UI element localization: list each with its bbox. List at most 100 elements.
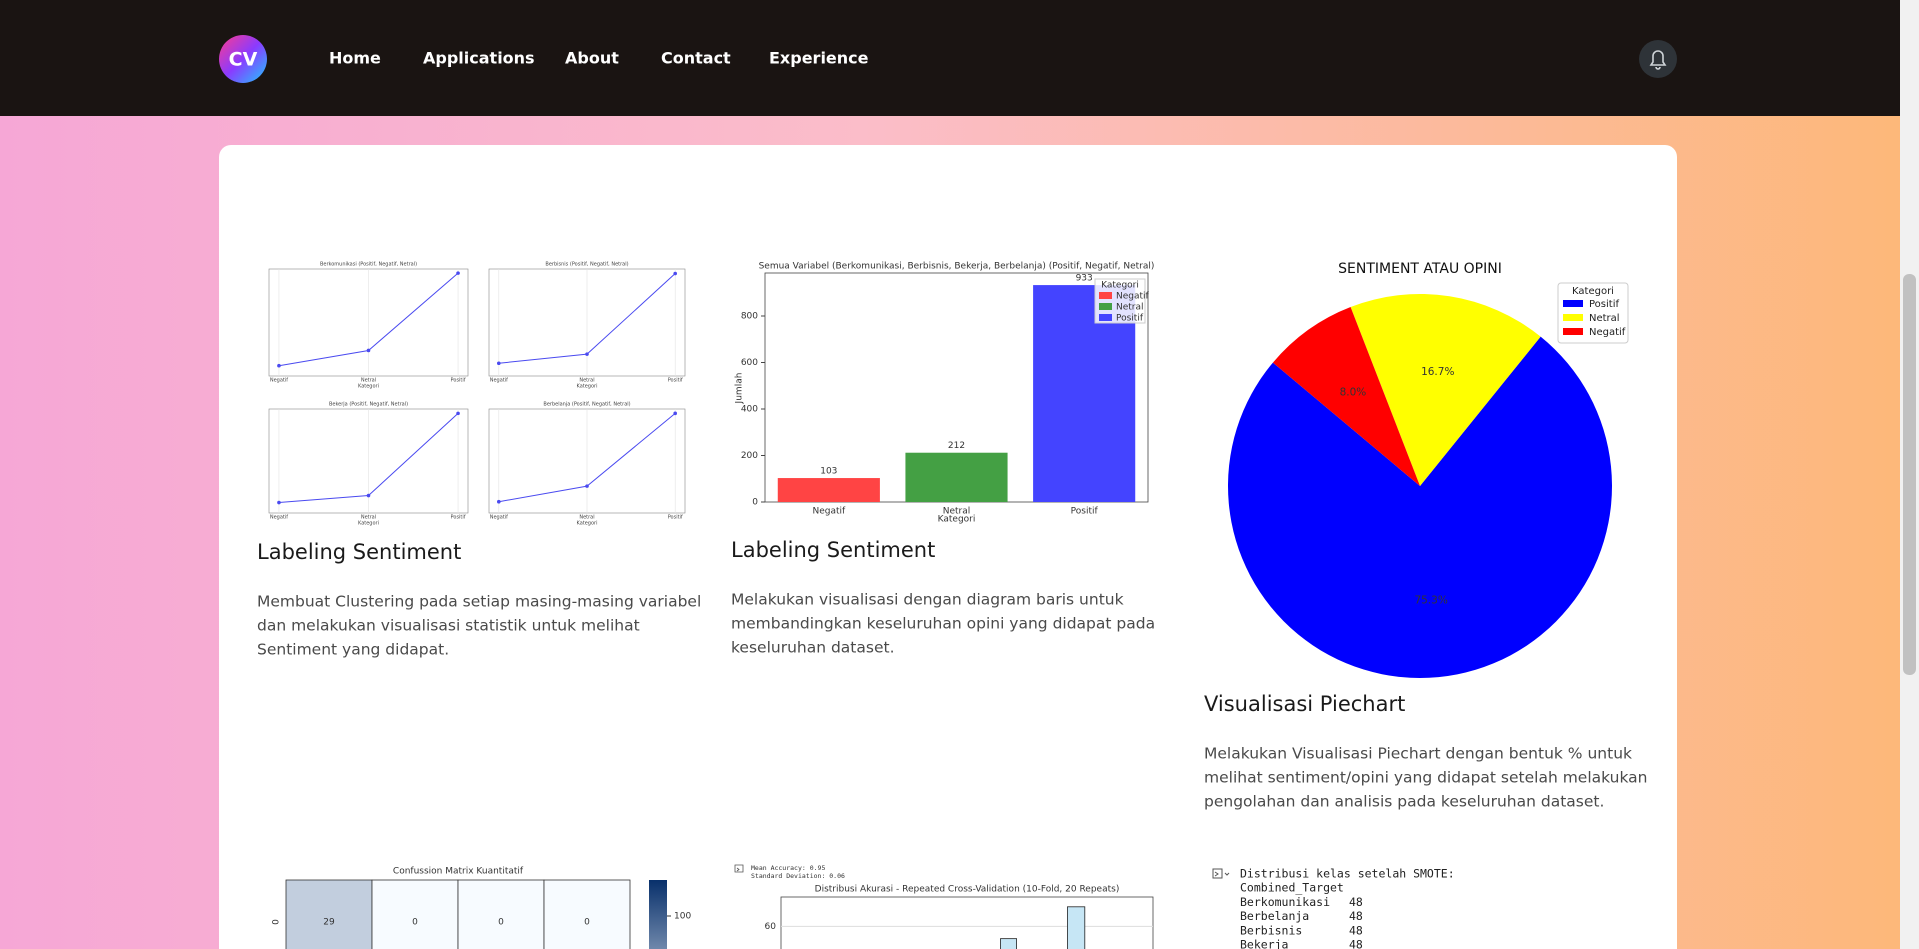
x-axis-label: Kategori bbox=[358, 384, 379, 390]
point bbox=[277, 363, 281, 368]
card-title: Labeling Sentiment bbox=[257, 540, 461, 564]
console-line: Combined_Target bbox=[1240, 881, 1344, 895]
card-description: pengolahan dan analisis pada keseluruhan… bbox=[1204, 793, 1604, 811]
nav-link[interactable]: Contact bbox=[661, 49, 731, 68]
legend-swatch bbox=[1099, 292, 1112, 299]
histogram-bar bbox=[1067, 906, 1086, 949]
point bbox=[456, 271, 460, 275]
x-tick-label: Positif bbox=[668, 515, 683, 521]
cell-label: 0 bbox=[498, 918, 504, 928]
legend-label: Negatif bbox=[1116, 292, 1150, 302]
x-tick-label: Negatif bbox=[270, 378, 288, 384]
point bbox=[585, 484, 589, 488]
legend-label: Netral bbox=[1116, 303, 1144, 313]
panel-title: Berkomunikasi (Positif, Negatif, Netral) bbox=[320, 262, 417, 268]
output-note: Mean Accuracy: 0.95 bbox=[751, 864, 825, 872]
value-label: 103 bbox=[820, 467, 837, 477]
panel-title: Berbisnis (Positif, Negatif, Netral) bbox=[545, 262, 628, 268]
card-description: membandingkan keseluruhan opini yang did… bbox=[731, 615, 1155, 633]
notification-button[interactable] bbox=[1639, 40, 1677, 78]
output-icon bbox=[734, 864, 744, 873]
legend-swatch bbox=[1563, 314, 1583, 321]
point bbox=[366, 348, 371, 353]
card-description: Melakukan visualisasi dengan diagram bar… bbox=[731, 591, 1124, 609]
y-tick-label: 800 bbox=[741, 312, 758, 322]
legend-label: Netral bbox=[1589, 313, 1620, 324]
console-cell: 48 bbox=[1349, 909, 1363, 923]
panel-title: Bekerja (Positif, Negatif, Netral) bbox=[329, 402, 408, 408]
y-axis-label: Jumlah bbox=[735, 373, 745, 405]
legend-swatch bbox=[1563, 328, 1583, 335]
console-cell: Bekerja bbox=[1240, 938, 1288, 949]
x-tick-label: Netral bbox=[361, 378, 376, 384]
x-tick-label: Positif bbox=[1071, 507, 1099, 517]
card-description: Membuat Clustering pada setiap masing-ma… bbox=[257, 593, 701, 611]
nav-link[interactable]: Experience bbox=[769, 49, 869, 68]
chart-title: SENTIMENT ATAU OPINI bbox=[1338, 261, 1502, 277]
card-title: Visualisasi Piechart bbox=[1204, 692, 1405, 716]
cell-label: 29 bbox=[323, 918, 335, 928]
logo-text[interactable]: CV bbox=[229, 49, 258, 71]
x-tick-label: Netral bbox=[943, 507, 971, 517]
heatmap-cell bbox=[285, 879, 373, 949]
point bbox=[673, 271, 677, 276]
nav-link[interactable]: About bbox=[565, 49, 619, 68]
point bbox=[277, 500, 281, 505]
slice-label: 16.7% bbox=[1421, 366, 1454, 378]
card-description: Sentiment yang didapat. bbox=[257, 641, 449, 659]
card-description: melihat sentiment/opini yang didapat set… bbox=[1204, 769, 1648, 787]
pie-slice bbox=[1272, 306, 1420, 486]
legend-swatch bbox=[1099, 314, 1112, 321]
console-cell: 48 bbox=[1349, 895, 1363, 909]
legend-label: Positif bbox=[1589, 299, 1619, 310]
x-tick-label: Negatif bbox=[490, 378, 508, 384]
colorbar bbox=[649, 880, 667, 949]
nav-link[interactable]: Home bbox=[329, 49, 381, 68]
card-description: keseluruhan dataset. bbox=[731, 639, 895, 657]
row-label: 0 bbox=[272, 919, 282, 925]
y-tick-label: 60 bbox=[765, 922, 777, 932]
card-title: Labeling Sentiment bbox=[731, 538, 935, 562]
point bbox=[497, 499, 501, 504]
bar bbox=[905, 452, 1008, 502]
x-tick-label: Netral bbox=[579, 378, 594, 384]
bar bbox=[777, 478, 880, 502]
x-tick-label: Negatif bbox=[270, 515, 288, 521]
value-label: 933 bbox=[1076, 274, 1093, 284]
scrollbar-thumb[interactable] bbox=[1903, 274, 1916, 675]
histogram-bar bbox=[1000, 938, 1017, 949]
plot-area bbox=[780, 896, 1154, 949]
console-cell: Berbelanja bbox=[1240, 909, 1309, 923]
console-cell: Berkomunikasi bbox=[1240, 895, 1330, 909]
legend-title: Kategori bbox=[1101, 281, 1139, 291]
heatmap-cell bbox=[371, 879, 459, 949]
x-tick-label: Negatif bbox=[490, 515, 508, 521]
x-tick-label: Positif bbox=[668, 378, 683, 384]
point bbox=[585, 352, 589, 356]
output-icon bbox=[1212, 868, 1230, 879]
logo[interactable] bbox=[219, 35, 267, 83]
value-label: 212 bbox=[948, 441, 965, 451]
pie-slice bbox=[1228, 336, 1613, 678]
y-tick-label: 400 bbox=[741, 405, 758, 415]
x-tick-label: Positif bbox=[451, 378, 466, 384]
point bbox=[673, 411, 677, 416]
cell-label: 0 bbox=[584, 918, 590, 928]
console-cell: 48 bbox=[1349, 923, 1363, 937]
x-tick-label: Netral bbox=[579, 515, 594, 521]
card-description: Melakukan Visualisasi Piechart dengan be… bbox=[1204, 745, 1632, 763]
point bbox=[497, 361, 501, 366]
legend-swatch bbox=[1563, 300, 1583, 307]
legend-swatch bbox=[1099, 303, 1112, 310]
point bbox=[456, 411, 460, 416]
console-line: Distribusi kelas setelah SMOTE: bbox=[1240, 867, 1455, 881]
nav-link[interactable]: Applications bbox=[423, 49, 535, 68]
chart-title: Distribusi Akurasi - Repeated Cross-Vali… bbox=[815, 885, 1120, 895]
x-axis-label: Kategori bbox=[358, 521, 379, 527]
pie-slice bbox=[1350, 293, 1541, 486]
legend-label: Negatif bbox=[1589, 327, 1626, 338]
y-tick-label: 200 bbox=[741, 451, 758, 461]
chart-title: Semua Variabel (Berkomunikasi, Berbisnis… bbox=[759, 262, 1155, 272]
